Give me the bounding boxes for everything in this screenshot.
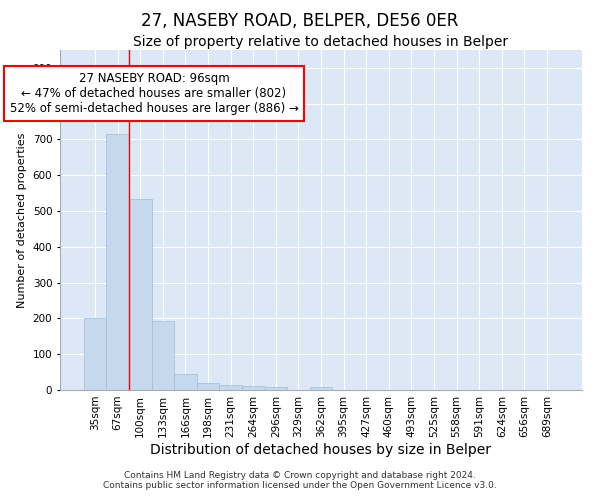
Title: Size of property relative to detached houses in Belper: Size of property relative to detached ho… — [133, 35, 509, 49]
X-axis label: Distribution of detached houses by size in Belper: Distribution of detached houses by size … — [151, 442, 491, 456]
Y-axis label: Number of detached properties: Number of detached properties — [17, 132, 27, 308]
Bar — [220, 384, 242, 390]
Text: Contains HM Land Registry data © Crown copyright and database right 2024.
Contai: Contains HM Land Registry data © Crown c… — [103, 470, 497, 490]
Bar — [310, 387, 332, 390]
Bar — [152, 322, 174, 390]
Bar — [265, 387, 287, 390]
Bar — [84, 318, 106, 390]
Text: 27 NASEBY ROAD: 96sqm
← 47% of detached houses are smaller (802)
52% of semi-det: 27 NASEBY ROAD: 96sqm ← 47% of detached … — [10, 72, 298, 115]
Bar — [174, 374, 197, 390]
Bar — [242, 386, 265, 390]
Text: 27, NASEBY ROAD, BELPER, DE56 0ER: 27, NASEBY ROAD, BELPER, DE56 0ER — [142, 12, 458, 30]
Bar — [129, 198, 152, 390]
Bar — [106, 134, 129, 390]
Bar — [197, 383, 220, 390]
